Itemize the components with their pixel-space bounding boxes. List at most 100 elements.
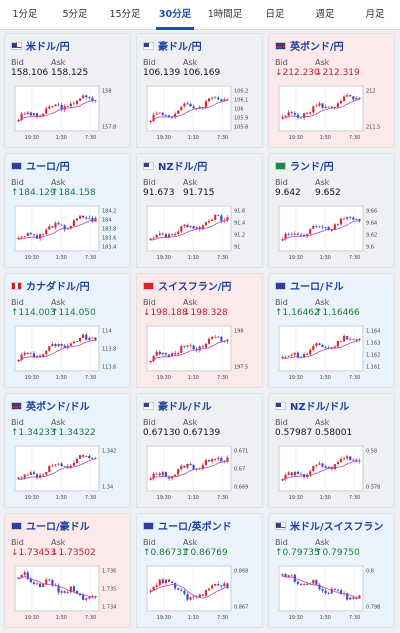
rate-card[interactable]: ユーロ/円 Bid Ask ↑184.129 ↑184.158 184.2 184 183.8… [4,153,131,268]
pair-name-link[interactable]: ユーロ/豪ドル [26,522,90,533]
candle [35,355,39,358]
pair-name-link[interactable]: 豪ドル/円 [158,42,202,53]
pair-name-link[interactable]: 英ポンド/円 [290,42,344,53]
x-tick-label: 1:30 [56,615,67,621]
candle [220,585,223,587]
y-tick-label: 106.1 [234,98,248,104]
rate-card[interactable]: NZドル/円 Bid Ask 91.673 91.715 91.6 91.4 91.2 91 19… [136,153,263,268]
tab-3[interactable]: 30分足 [150,0,200,30]
mini-chart[interactable]: 0.671 0.67 0.669 19:30 1:30 7:30 [143,444,258,504]
pair-name-link[interactable]: NZドル/円 [158,162,208,173]
candle [327,466,330,468]
x-tick-label: 7:30 [217,495,228,501]
rate-card[interactable]: スイスフラン/円 Bid Ask ↓198.188 ↓198.328 198 197.5 19… [136,273,263,388]
rate-card[interactable]: 米ドル/円 Bid Ask 158.106 158.125 158 157.8 19:30 1:… [4,33,131,148]
rate-card[interactable]: 英ポンド/円 Bid Ask ↓212.230 ↓212.319 212 211.5 19:3… [268,33,395,148]
candle [223,341,226,342]
rate-card[interactable]: 英ポンド/ドル Bid Ask ↑1.34233 ↑1.34322 1.342 1.34 19… [4,393,131,508]
rate-card[interactable]: 豪ドル/ドル Bid Ask 0.67130 0.67139 0.671 0.67 0.669… [136,393,263,508]
rate-card[interactable]: 米ドル/スイスフラン Bid Ask ↑0.79735 ↑0.79750 0.8 0.798… [268,513,395,628]
candle [290,472,293,476]
tab-7[interactable]: 月足 [365,9,385,20]
candle [149,478,152,480]
candle [343,218,346,220]
candle [309,349,312,355]
plot-area [14,565,100,612]
plot-area [14,325,100,372]
tab-5[interactable]: 日足 [265,9,285,20]
candle [54,104,57,107]
chart-svg: 0.868 0.867 19:30 1:30 7:30 [146,565,248,621]
candle [66,592,69,594]
y-tick-label: 91 [234,245,240,251]
flag-icon [143,161,154,170]
candle [23,352,26,355]
candle [303,113,306,118]
pair-name-link[interactable]: 豪ドル/ドル [158,402,212,413]
pair-name-link[interactable]: ランド/円 [290,162,334,173]
rate-card[interactable]: NZドル/ドル Bid Ask 0.57987 0.58001 0.58 0.578 19:3… [268,393,395,508]
mini-chart[interactable]: 106.2 106.1 106 105.9 105.8 19:30 1:30 7:30 [143,84,258,144]
tab-4[interactable]: 1時間足 [207,9,243,20]
tab-6[interactable]: 週足 [315,9,335,20]
candle [82,95,85,99]
candle [303,235,306,237]
y-tick-label: 105.8 [234,125,248,131]
mini-chart[interactable]: 0.58 0.578 19:30 1:30 7:30 [275,444,390,504]
card-header: ランド/円 [275,159,334,173]
candle [35,235,39,239]
plot-area [278,445,364,492]
candle [189,225,192,228]
flag-icon [143,521,154,530]
mini-chart[interactable]: 0.868 0.867 19:30 1:30 7:30 [143,564,258,624]
bid-label: Bid [143,418,156,427]
flag-icon [11,521,22,530]
candle [299,117,303,119]
tab-1[interactable]: 5分足 [62,9,88,20]
pair-name-link[interactable]: 米ドル/スイスフラン [290,522,384,533]
rate-card[interactable]: カナダドル/円 Bid Ask ↑114.003 ↑114.050 114 113.8 113… [4,273,131,388]
mini-chart[interactable]: 9.66 9.64 9.62 9.6 19:30 1:30 7:30 [275,204,390,264]
ask-label: Ask [51,418,66,427]
pair-name-link[interactable]: 英ポンド/ドル [26,402,90,413]
ask-label: Ask [51,58,66,67]
tab-0[interactable]: 1分足 [12,9,38,20]
mini-chart[interactable]: 114 113.8 113.6 19:30 1:30 7:30 [11,324,126,384]
pair-name-link[interactable]: 米ドル/円 [26,42,70,53]
rate-card[interactable]: ユーロ/豪ドル Bid Ask ↓1.73453 ↓1.73502 1.736 1.735 1… [4,513,131,628]
candle [192,225,195,229]
ask-value: 106.169 [183,68,221,78]
y-tick-label: 1.734 [102,605,116,611]
mini-chart[interactable]: 198 197.5 19:30 1:30 7:30 [143,324,258,384]
mini-chart[interactable]: 0.8 0.798 19:30 1:30 7:30 [275,564,390,624]
candle [174,474,177,477]
pair-name-link[interactable]: ユーロ/ドル [290,282,344,293]
rate-card[interactable]: ランド/円 Bid Ask 9.642 9.652 9.66 9.64 9.62 9.6 19:3… [268,153,395,268]
candle [217,583,220,586]
candle [352,597,355,599]
ask-label: Ask [51,538,66,547]
candle [72,220,75,227]
rate-card[interactable]: 豪ドル/円 Bid Ask 106.139 106.169 106.2 106.1 106 10… [136,33,263,148]
mini-chart[interactable]: 184.2 184 183.8 183.6 183.4 19:30 1:30 7:30 [11,204,126,264]
pair-name-link[interactable]: スイスフラン/円 [158,282,232,293]
ask-value: ↑1.34322 [51,428,96,438]
mini-chart[interactable]: 158 157.8 19:30 1:30 7:30 [11,84,126,144]
pair-name-link[interactable]: ユーロ/円 [26,162,70,173]
flag-icon [11,161,22,170]
candle [214,459,217,460]
candle [161,233,164,235]
candle [54,344,57,347]
mini-chart[interactable]: 1.342 1.34 19:30 1:30 7:30 [11,444,126,504]
rate-card[interactable]: ユーロ/英ポンド Bid Ask ↑0.86731 ↑0.86769 0.868 0.867… [136,513,263,628]
mini-chart[interactable]: 1.736 1.735 1.734 19:30 1:30 7:30 [11,564,126,624]
y-tick-label: 9.62 [366,233,377,239]
pair-name-link[interactable]: NZドル/ドル [290,402,350,413]
rate-card[interactable]: ユーロ/ドル Bid Ask ↑1.16462 ↑1.16466 1.164 1.163 1.… [268,273,395,388]
pair-name-link[interactable]: ユーロ/英ポンド [158,522,232,533]
mini-chart[interactable]: 212 211.5 19:30 1:30 7:30 [275,84,390,144]
tab-2[interactable]: 15分足 [109,9,141,20]
mini-chart[interactable]: 1.164 1.163 1.162 1.161 19:30 1:30 7:30 [275,324,390,384]
mini-chart[interactable]: 91.6 91.4 91.2 91 19:30 1:30 7:30 [143,204,258,264]
pair-name-link[interactable]: カナダドル/円 [26,282,90,293]
